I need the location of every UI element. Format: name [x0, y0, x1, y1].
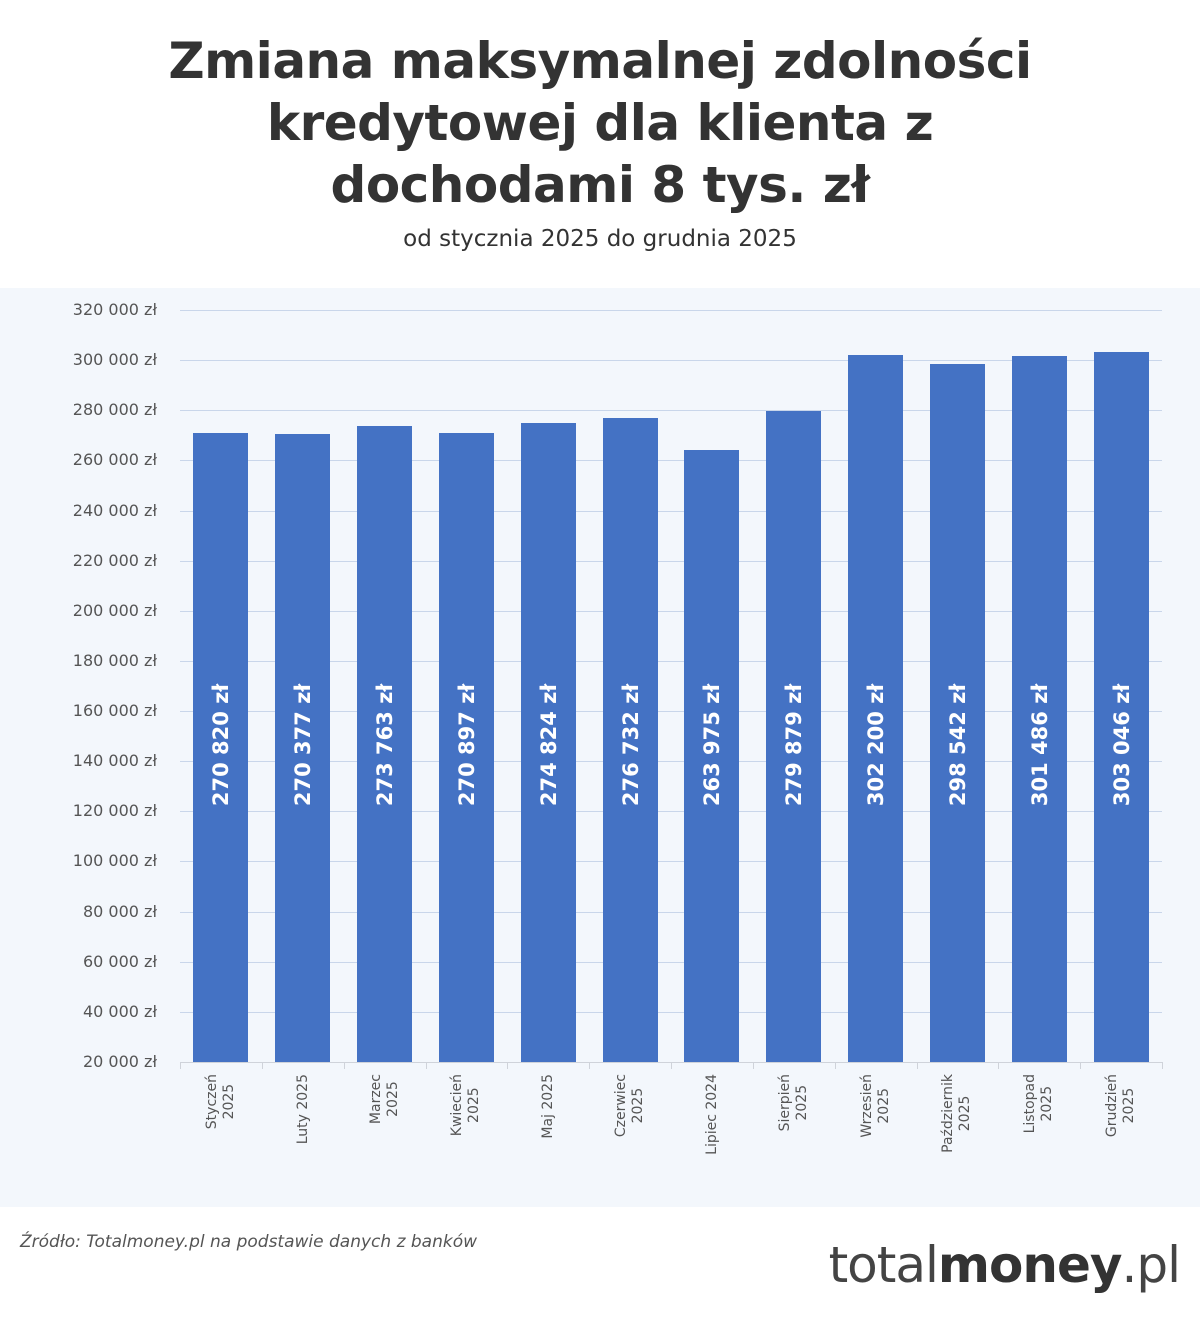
y-axis-tick-label: 260 000 zł: [72, 450, 157, 469]
x-axis-category-label: Listopad 2025: [1022, 1074, 1055, 1134]
chart-subtitle: od stycznia 2025 do grudnia 2025: [403, 226, 797, 252]
x-axis-tick-mark: [835, 1062, 836, 1069]
title-line-2: kredytowej dla klienta z: [266, 94, 934, 152]
x-axis-category-label: Kwiecień 2025: [449, 1074, 482, 1137]
bar: 270 377 zł: [275, 434, 330, 1062]
bar: 301 486 zł: [1012, 356, 1067, 1062]
y-axis-tick-label: 200 000 zł: [72, 601, 157, 620]
y-axis-tick-label: 280 000 zł: [72, 400, 157, 419]
y-axis-tick-label: 60 000 zł: [82, 952, 157, 971]
y-axis-tick-label: 80 000 zł: [82, 902, 157, 921]
gridline: [180, 410, 1162, 411]
gridline: [180, 912, 1162, 913]
y-axis-tick-label: 100 000 zł: [72, 851, 157, 870]
x-axis-category-label: Maj 2025: [539, 1074, 556, 1139]
logo-part-total: total: [828, 1236, 939, 1294]
bar-value-label: 302 200 zł: [863, 683, 888, 807]
x-axis-tick-mark: [1162, 1062, 1163, 1069]
x-axis-category-label: Sierpień 2025: [777, 1074, 810, 1132]
bar: 273 763 zł: [357, 426, 412, 1062]
gridline: [180, 1012, 1162, 1013]
bar-value-label: 276 732 zł: [618, 683, 643, 807]
chart-title: Zmiana maksymalnej zdolności kredytowej …: [0, 30, 1200, 216]
bar-value-label: 273 763 zł: [372, 683, 397, 807]
y-axis-tick-label: 220 000 zł: [72, 551, 157, 570]
bar-value-label: 298 542 zł: [945, 683, 970, 807]
bar: 263 975 zł: [684, 450, 739, 1062]
gridline: [180, 811, 1162, 812]
bar: 276 732 zł: [603, 418, 658, 1062]
y-axis-tick-label: 180 000 zł: [72, 651, 157, 670]
bar-value-label: 270 377 zł: [290, 683, 315, 807]
bar: 302 200 zł: [848, 355, 903, 1062]
x-axis-tick-mark: [262, 1062, 263, 1069]
bar-value-label: 274 824 zł: [536, 683, 561, 807]
y-axis-tick-label: 160 000 zł: [72, 701, 157, 720]
bar-value-label: 270 820 zł: [208, 683, 233, 807]
y-axis-tick-label: 20 000 zł: [82, 1052, 157, 1071]
bar-value-label: 303 046 zł: [1109, 683, 1134, 807]
gridline: [180, 611, 1162, 612]
bar-value-label: 270 897 zł: [454, 683, 479, 807]
x-axis-tick-mark: [344, 1062, 345, 1069]
x-axis-category-label: Styczeń 2025: [204, 1074, 237, 1130]
x-axis-tick-mark: [507, 1062, 508, 1069]
gridline: [180, 661, 1162, 662]
gridline: [180, 962, 1162, 963]
x-axis-tick-mark: [917, 1062, 918, 1069]
y-axis-tick-label: 300 000 zł: [72, 350, 157, 369]
gridline: [180, 460, 1162, 461]
totalmoney-logo: totalmoney.pl: [828, 1236, 1181, 1294]
bar: 279 879 zł: [766, 411, 821, 1062]
bar: 303 046 zł: [1094, 352, 1149, 1062]
gridline: [180, 711, 1162, 712]
x-axis-tick-mark: [1080, 1062, 1081, 1069]
y-axis-tick-label: 120 000 zł: [72, 801, 157, 820]
x-axis-tick-mark: [426, 1062, 427, 1069]
bar: 298 542 zł: [930, 364, 985, 1062]
bar: 270 897 zł: [439, 433, 494, 1062]
x-axis-tick-mark: [753, 1062, 754, 1069]
gridline: [180, 360, 1162, 361]
gridline: [180, 511, 1162, 512]
gridline: [180, 861, 1162, 862]
x-axis-tick-mark: [671, 1062, 672, 1069]
gridline: [180, 761, 1162, 762]
bar-value-label: 279 879 zł: [781, 683, 806, 807]
gridline: [180, 561, 1162, 562]
bar: 270 820 zł: [193, 433, 248, 1062]
y-axis-tick-label: 140 000 zł: [72, 751, 157, 770]
x-axis-category-label: Lipiec 2024: [703, 1074, 720, 1155]
title-line-3: dochodami 8 tys. zł: [330, 156, 870, 214]
x-axis-category-label: Marzec 2025: [368, 1074, 401, 1125]
gridline: [180, 310, 1162, 311]
title-line-1: Zmiana maksymalnej zdolności: [168, 32, 1032, 90]
x-axis-category-label: Luty 2025: [294, 1074, 311, 1145]
x-axis-tick-mark: [180, 1062, 181, 1069]
x-axis-category-label: Wrzesień 2025: [859, 1074, 892, 1138]
y-axis-tick-label: 40 000 zł: [82, 1002, 157, 1021]
y-axis-tick-label: 240 000 zł: [72, 501, 157, 520]
source-note: Źródło: Totalmoney.pl na podstawie danyc…: [20, 1232, 478, 1252]
bar-value-label: 301 486 zł: [1027, 683, 1052, 807]
x-axis-tick-mark: [589, 1062, 590, 1069]
logo-part-money: money: [937, 1236, 1123, 1294]
x-axis-category-label: Październik 2025: [940, 1074, 973, 1153]
y-axis-tick-label: 320 000 zł: [72, 300, 157, 319]
bar-value-label: 263 975 zł: [699, 683, 724, 807]
bar: 274 824 zł: [521, 423, 576, 1062]
x-axis-category-label: Czerwiec 2025: [613, 1074, 646, 1138]
x-axis-category-label: Grudzień 2025: [1104, 1074, 1137, 1138]
logo-part-suffix: .pl: [1121, 1236, 1181, 1294]
x-axis-tick-mark: [998, 1062, 999, 1069]
